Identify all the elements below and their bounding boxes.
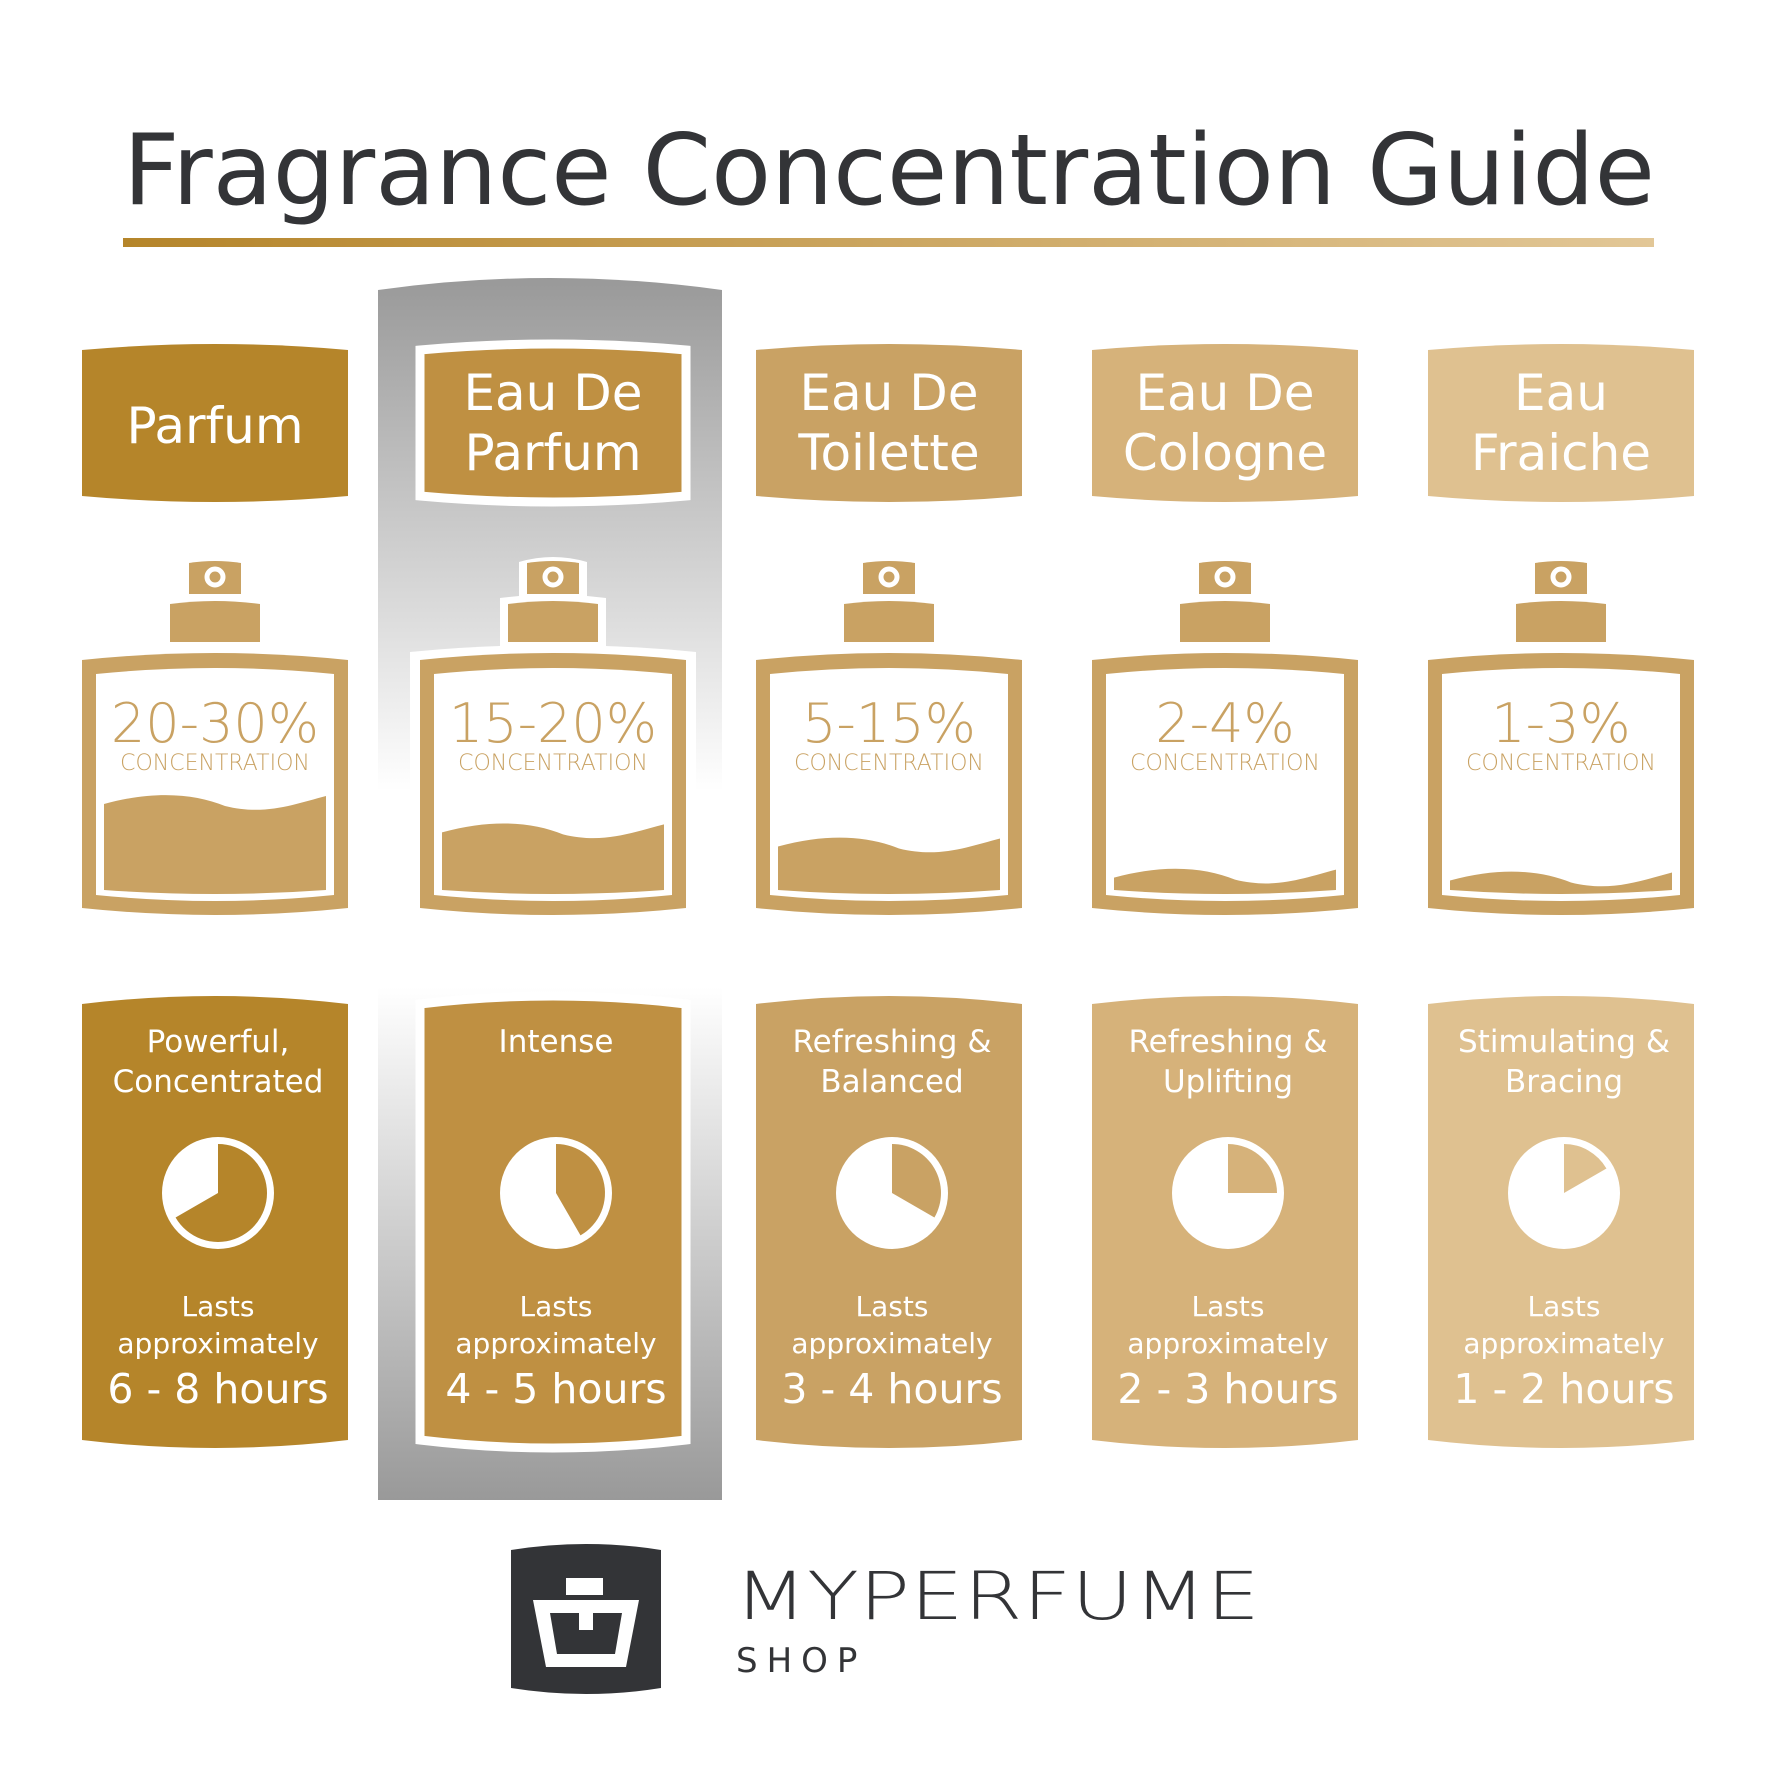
lasts-text: Lasts [1528, 1290, 1601, 1323]
title-underline [123, 238, 1654, 247]
character-text: Balanced [820, 1064, 963, 1100]
duration-hours: 3 - 4 hours [781, 1365, 1002, 1413]
bottle-liquid [1114, 868, 1336, 894]
brand-name: MYPERFUME [734, 1558, 1260, 1635]
bottle-glass [1442, 668, 1680, 901]
duration-hours: 6 - 8 hours [107, 1365, 328, 1413]
bottle-liquid [442, 823, 664, 894]
bottle-collar [508, 601, 598, 642]
lasts-text: approximately [455, 1327, 656, 1360]
lasts-text: approximately [117, 1327, 318, 1360]
duration-hours: 4 - 5 hours [445, 1365, 666, 1413]
name-label: Eau De [463, 364, 642, 422]
columns: Parfum20-30%CONCENTRATIONPowerful,Concen… [82, 339, 1694, 1453]
bottle-collar [844, 601, 934, 642]
name-label-box [1092, 344, 1358, 502]
character-text: Bracing [1505, 1064, 1623, 1100]
bottle-liquid [778, 837, 1000, 894]
duration-clock-wedge [892, 1144, 941, 1218]
perfume-bottle-icon [756, 561, 1022, 915]
concentration-percent: 15-20% [449, 692, 657, 755]
lasts-text: approximately [1463, 1327, 1664, 1360]
character-text: Intense [499, 1024, 614, 1060]
cap-nozzle [204, 566, 226, 588]
perfume-bottle-icon [1428, 561, 1694, 915]
name-label: Eau De [1135, 364, 1314, 422]
lasts-text: approximately [791, 1327, 992, 1360]
name-label: Eau [1514, 364, 1608, 422]
concentration-percent: 5-15% [802, 692, 976, 755]
perfume-bottle-icon [533, 1578, 639, 1667]
page-title: Fragrance Concentration Guide [123, 114, 1655, 228]
duration-clock-wedge [175, 1144, 267, 1242]
cap-nozzle [878, 566, 900, 588]
name-label-box [82, 344, 348, 502]
name-label: Cologne [1123, 424, 1327, 482]
bottle-cap [1199, 561, 1251, 594]
bottle-liquid [1450, 871, 1672, 894]
duration-clock-wedge [1564, 1144, 1607, 1193]
character-text: Concentrated [113, 1064, 324, 1100]
cap-nozzle [1550, 566, 1572, 588]
concentration-label: CONCENTRATION [120, 751, 310, 776]
character-text: Uplifting [1163, 1064, 1293, 1100]
brand-sub: SHOP [736, 1641, 866, 1681]
logo: MYPERFUME SHOP [511, 1544, 1260, 1694]
concentration-label: CONCENTRATION [458, 751, 648, 776]
bottle-glass [1106, 668, 1344, 901]
concentration-label: CONCENTRATION [1466, 751, 1656, 776]
concentration-percent: 1-3% [1491, 692, 1631, 755]
duration-clock-wedge [556, 1144, 605, 1236]
bottle-cap [863, 561, 915, 594]
lasts-text: Lasts [520, 1290, 593, 1323]
name-label-box [756, 344, 1022, 502]
cap-nozzle [1214, 566, 1236, 588]
bottle-cap [189, 561, 241, 594]
name-label: Fraiche [1471, 424, 1651, 482]
perfume-bottle-icon [82, 561, 348, 915]
bottle-cap [527, 561, 579, 594]
perfume-bottle-icon [1092, 561, 1358, 915]
duration-hours: 1 - 2 hours [1453, 1365, 1674, 1413]
name-label-box [1428, 344, 1694, 502]
bottle-collar [170, 601, 260, 642]
lasts-text: Lasts [856, 1290, 929, 1323]
column-parfum: Parfum 20-30%CONCENTRATION Powerful, Concen… [82, 344, 348, 1448]
cap-nozzle [542, 566, 564, 588]
concentration-label: CONCENTRATION [794, 751, 984, 776]
lasts-text: Lasts [182, 1290, 255, 1323]
character-text: Powerful, [147, 1024, 290, 1060]
duration-clock-wedge [1228, 1144, 1277, 1193]
concentration-percent: 20-30% [111, 692, 319, 755]
lasts-text: Lasts [1192, 1290, 1265, 1323]
character-text: Refreshing & [1128, 1024, 1327, 1060]
lasts-text: approximately [1127, 1327, 1328, 1360]
concentration-label: CONCENTRATION [1130, 751, 1320, 776]
perfume-bottle-icon [410, 557, 696, 925]
bottle-collar [1180, 601, 1270, 642]
duration-hours: 2 - 3 hours [1117, 1365, 1338, 1413]
name-label: Toilette [797, 424, 979, 482]
name-label-box [415, 339, 691, 507]
bottle-liquid [104, 795, 326, 894]
name-label: Eau De [799, 364, 978, 422]
bottle-collar [1516, 601, 1606, 642]
name-label: Parfum [464, 424, 641, 482]
concentration-percent: 2-4% [1155, 692, 1295, 755]
character-text: Refreshing & [792, 1024, 991, 1060]
name-label: Parfum [126, 397, 303, 455]
bottle-cap [1535, 561, 1587, 594]
character-text: Stimulating & [1458, 1024, 1670, 1060]
